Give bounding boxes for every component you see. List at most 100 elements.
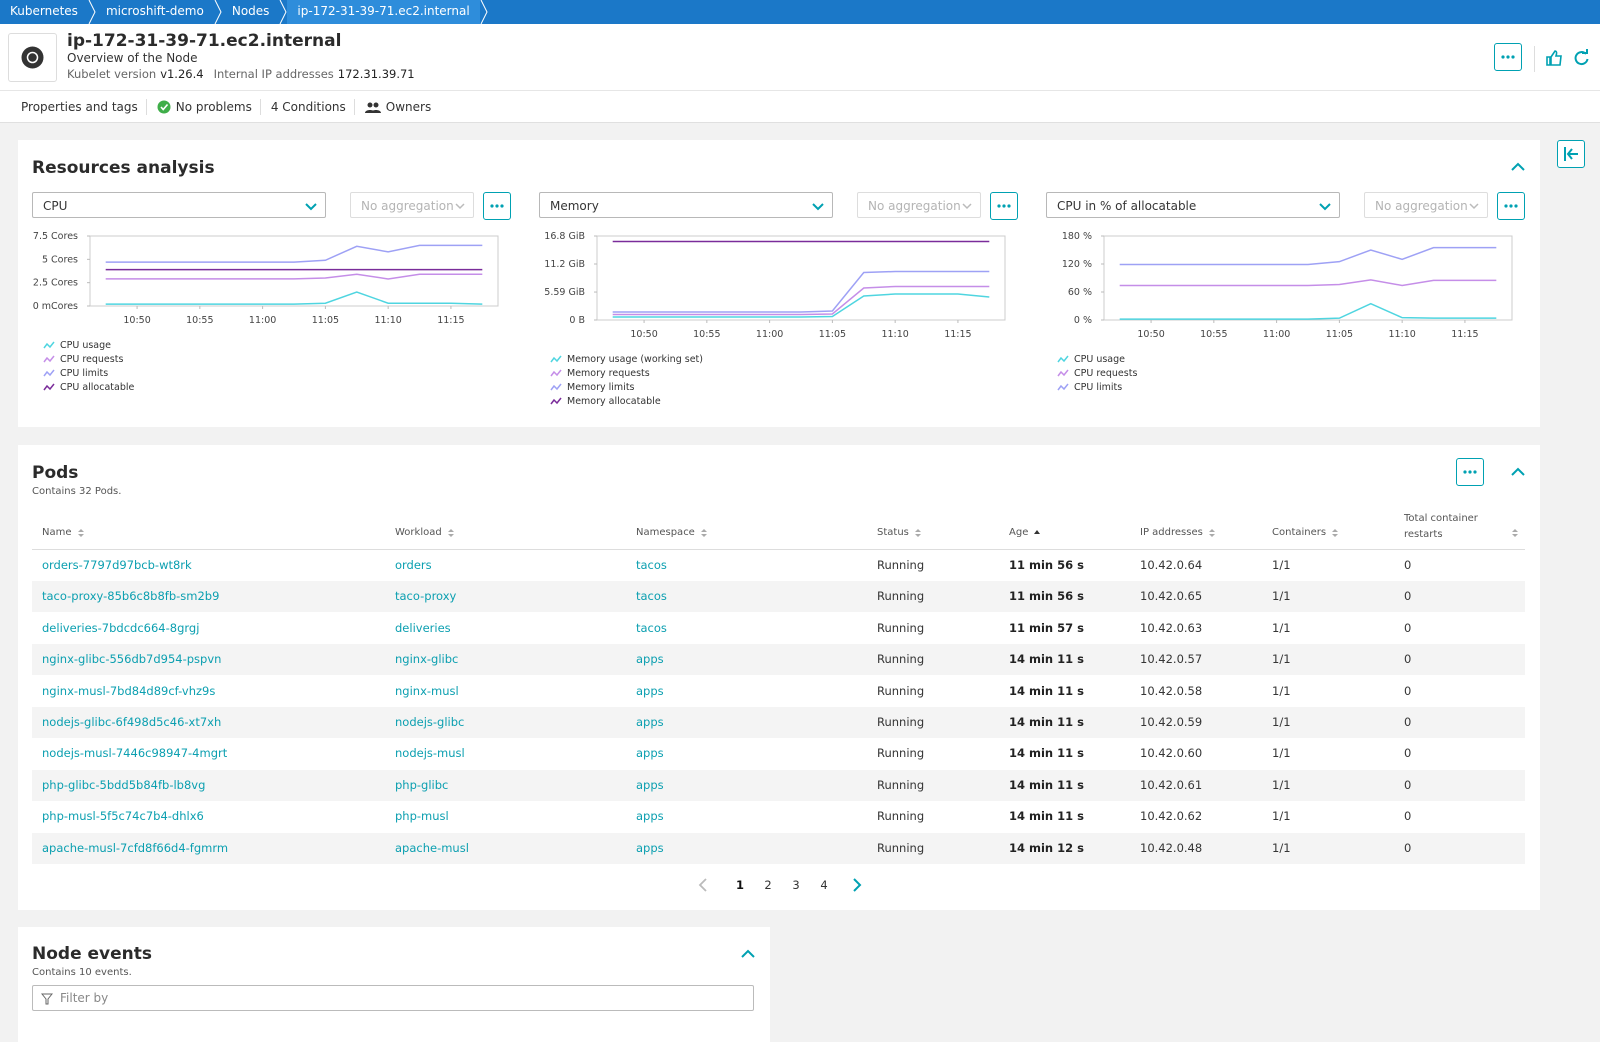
more-button[interactable] [483, 192, 511, 220]
table-cell[interactable]: nodejs-glibc-6f498d5c46-xt7xh [42, 715, 222, 729]
table-cell[interactable]: apache-musl [395, 840, 469, 855]
resource-chart: 0 % 60 % 120 % 180 % 10:50 10:55 11:00 11:05 11:… [1057, 231, 1513, 393]
table-row: php-musl-5f5c74c7b4-dhlx6 php-musl apps Run… [32, 801, 1525, 833]
column-header[interactable]: Status [877, 527, 909, 538]
table-cell[interactable]: apps [636, 652, 664, 667]
node-icon [8, 33, 57, 82]
kubelet-label: Kubelet version [67, 67, 157, 81]
collapse-button[interactable] [1510, 161, 1526, 173]
table-cell[interactable]: apps [636, 746, 664, 761]
series-line [612, 293, 990, 318]
table-cell[interactable]: taco-proxy-85b6c8b8fb-sm2b9 [42, 589, 220, 604]
page-number[interactable]: 2 [764, 878, 772, 892]
ok-icon [157, 100, 171, 113]
column-header[interactable]: Total container restarts [1404, 511, 1484, 543]
legend-swatch [43, 369, 55, 377]
tab[interactable]: Owners [355, 99, 439, 115]
breadcrumb-item[interactable]: microshift-demo [105, 4, 204, 18]
x-tick-label: 11:05 [312, 315, 339, 326]
table-cell[interactable]: php-glibc-5bdd5b84fb-lb8vg [42, 777, 206, 792]
dropdown-icon [455, 203, 465, 210]
table-cell[interactable]: tacos [636, 620, 667, 635]
collapse-button[interactable] [1510, 466, 1526, 478]
table-cell[interactable]: deliveries [395, 620, 451, 635]
metric-select[interactable]: CPU [32, 192, 326, 218]
table-cell[interactable]: apps [636, 777, 664, 792]
column-header[interactable]: Age [1009, 527, 1028, 538]
column-header[interactable]: Workload [395, 527, 442, 538]
tab-label: No problems [175, 99, 252, 114]
table-cell[interactable]: tacos [636, 589, 667, 604]
table-cell[interactable]: tacos [636, 558, 667, 572]
filter-input[interactable]: Filter by [32, 985, 754, 1011]
metric-select[interactable]: CPU in % of allocatable [1046, 192, 1340, 218]
table-cell[interactable]: nginx-musl [395, 683, 459, 698]
table-cell: 14 min 11 s [1009, 683, 1084, 698]
like-button[interactable] [1545, 49, 1563, 67]
more-icon [1504, 204, 1518, 208]
series-line [1119, 279, 1497, 287]
y-tick-label: 0 B [569, 315, 585, 326]
column-header[interactable]: Name [42, 527, 72, 538]
table-cell[interactable]: apps [636, 715, 664, 729]
metric-select[interactable]: Memory [539, 192, 833, 218]
more-button[interactable] [1497, 192, 1525, 220]
table-cell[interactable]: nodejs-musl [395, 746, 465, 761]
x-tick-label: 10:55 [693, 329, 720, 340]
tab[interactable]: Properties and tags [0, 98, 147, 115]
more-button[interactable] [1494, 43, 1522, 71]
column-header[interactable]: Containers [1272, 527, 1326, 538]
table-cell: 0 [1404, 715, 1412, 729]
table-cell[interactable]: apps [636, 683, 664, 698]
table-cell: 10.42.0.57 [1140, 652, 1203, 667]
aggregation-select: No aggregation [857, 192, 981, 218]
section-title: Node events [32, 944, 153, 964]
breadcrumb-item[interactable]: Nodes [231, 4, 270, 18]
breadcrumb-item[interactable]: ip-172-31-39-71.ec2.internal [287, 0, 480, 24]
breadcrumb-item[interactable]: Kubernetes [10, 4, 78, 18]
table-cell[interactable]: nodejs-musl-7446c98947-4mgrt [42, 746, 228, 761]
table-cell[interactable]: apache-musl-7cfd8f66d4-fgmrm [42, 840, 229, 855]
plot-frame [1103, 235, 1513, 321]
table-cell[interactable]: php-musl [395, 809, 449, 824]
side-panel-button[interactable] [1557, 140, 1585, 168]
dropdown-icon [1469, 203, 1479, 210]
plot-frame [89, 235, 499, 307]
legend-swatch [1057, 369, 1069, 377]
events-card: Node events Contains 10 events. Filter by [18, 927, 770, 1042]
page-number[interactable]: 3 [792, 878, 800, 892]
tab[interactable]: No problems [147, 98, 261, 115]
column-header[interactable]: IP addresses [1140, 527, 1203, 538]
table-cell[interactable]: apps [636, 809, 664, 824]
table-cell[interactable]: nginx-glibc-556db7d954-pspvn [42, 652, 222, 667]
more-button[interactable] [1456, 458, 1484, 486]
table-cell[interactable]: taco-proxy [395, 589, 457, 604]
table-cell[interactable]: deliveries-7bdcdc664-8grgj [42, 620, 200, 635]
ip-label: Internal IP addresses [213, 67, 334, 81]
table-cell[interactable]: nginx-musl-7bd84d89cf-vhz9s [42, 683, 216, 698]
table-cell[interactable]: php-musl-5f5c74c7b4-dhlx6 [42, 809, 204, 824]
more-button[interactable] [990, 192, 1018, 220]
sort-icon [447, 529, 454, 537]
table-cell[interactable]: orders [395, 558, 432, 572]
table-cell[interactable]: orders-7797d97bcb-wt8rk [42, 558, 192, 572]
table-cell: 1/1 [1272, 809, 1291, 824]
table-cell: 0 [1404, 589, 1412, 604]
column-header[interactable]: Namespace [636, 527, 695, 538]
table-cell[interactable]: apps [636, 840, 664, 855]
tab[interactable]: 4 Conditions [261, 98, 355, 115]
legend-swatch [550, 397, 562, 405]
table-cell: 1/1 [1272, 746, 1291, 761]
table-cell[interactable]: nodejs-glibc [395, 715, 465, 729]
next-page[interactable] [852, 878, 862, 892]
page-number[interactable]: 4 [820, 878, 828, 892]
collapse-button[interactable] [740, 948, 756, 960]
tab-label: 4 Conditions [270, 99, 346, 114]
page-number[interactable]: 1 [735, 878, 744, 892]
refresh-button[interactable] [1572, 49, 1590, 67]
column-label: Status [877, 527, 909, 538]
table-cell[interactable]: php-glibc [395, 777, 449, 792]
table-cell[interactable]: nginx-glibc [395, 652, 459, 667]
y-tick-label: 60 % [1068, 287, 1092, 298]
column-label: Containers [1272, 527, 1327, 538]
